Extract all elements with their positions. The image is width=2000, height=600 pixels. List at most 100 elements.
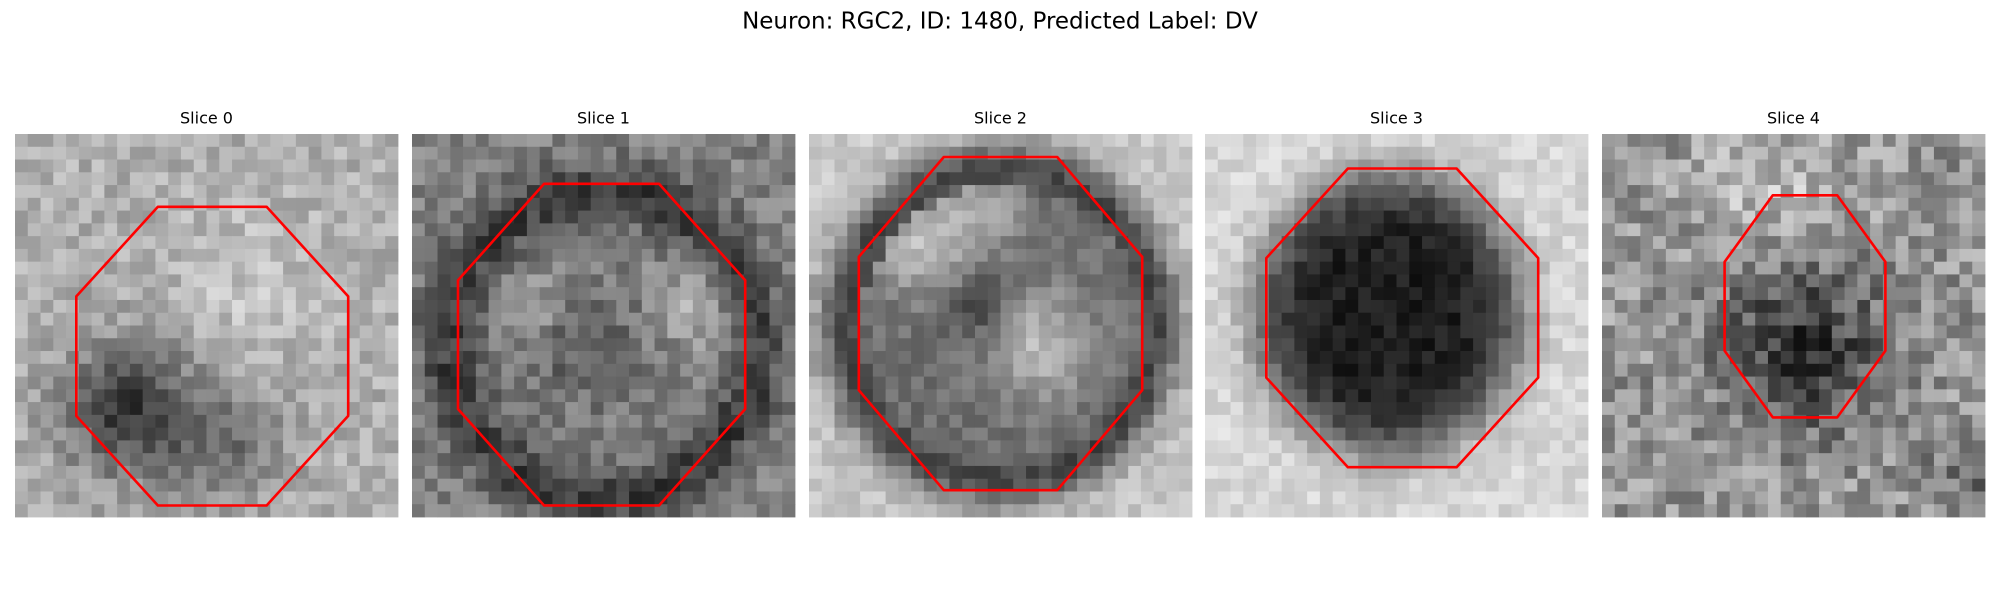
pixel (27, 465, 41, 480)
pixel (1281, 338, 1295, 352)
pixel (1972, 465, 1986, 480)
pixel (142, 261, 156, 275)
pixel (219, 134, 233, 148)
pixel (1575, 287, 1589, 301)
pixel (1933, 440, 1948, 454)
pixel (450, 453, 464, 467)
pixel (1102, 134, 1116, 148)
pixel (412, 478, 426, 492)
pixel (308, 453, 322, 467)
pixel (705, 465, 719, 480)
pixel (412, 274, 426, 288)
pixel (821, 274, 835, 288)
pixel (1704, 325, 1718, 339)
pixel (1627, 376, 1641, 390)
pixel (1959, 363, 1973, 377)
pixel (1256, 478, 1270, 492)
pixel (334, 504, 348, 518)
pixel (911, 159, 925, 173)
pixel (1602, 453, 1616, 467)
pixel (219, 453, 233, 467)
pixel (117, 248, 131, 263)
pixel (526, 159, 541, 173)
pixel (654, 248, 668, 263)
pixel (923, 248, 938, 263)
pixel (1665, 504, 1679, 518)
pixel (412, 465, 426, 480)
pixel (654, 402, 668, 416)
pixel (1307, 299, 1321, 314)
pixel (526, 287, 541, 301)
pixel (412, 172, 426, 186)
pixel (1115, 504, 1129, 518)
pixel (898, 261, 912, 275)
pixel (923, 414, 938, 429)
pixel (232, 504, 246, 518)
pixel (1077, 134, 1091, 148)
pixel (1665, 376, 1679, 390)
pixel (949, 236, 963, 250)
pixel (1332, 414, 1346, 429)
pixel (308, 351, 322, 365)
pixel (1614, 363, 1628, 377)
pixel (1153, 363, 1167, 377)
pixel (949, 338, 963, 352)
pixel (641, 172, 655, 186)
pixel (180, 146, 195, 160)
pixel (782, 389, 796, 403)
pixel (1140, 351, 1155, 365)
pixel (1524, 414, 1538, 429)
pixel (565, 491, 579, 505)
pixel (206, 274, 220, 288)
pixel (898, 465, 912, 480)
pixel (1972, 134, 1986, 148)
pixel (1307, 223, 1321, 237)
pixel (1473, 134, 1487, 148)
pixel (1575, 376, 1589, 390)
pixel (66, 504, 80, 518)
pixel (488, 185, 502, 199)
contour (75, 205, 350, 507)
pixel (577, 351, 592, 365)
pixel (923, 363, 938, 377)
pixel (629, 465, 643, 480)
pixel (1562, 261, 1576, 275)
pixel (756, 504, 770, 518)
pixel (1422, 287, 1436, 301)
pixel (501, 261, 515, 275)
pixel (1064, 363, 1078, 377)
pixel (104, 159, 118, 173)
pixel (949, 274, 963, 288)
pixel (1205, 236, 1219, 250)
pixel (743, 402, 758, 416)
pixel (847, 236, 861, 250)
pixel (1205, 478, 1219, 492)
pixel (155, 465, 169, 480)
pixel (1895, 338, 1909, 352)
pixel (1549, 185, 1563, 199)
pixel (1806, 274, 1820, 288)
pixel (155, 287, 169, 301)
pixel (1140, 325, 1155, 339)
pixel (782, 440, 796, 454)
pixel (1704, 261, 1718, 275)
pixel (1908, 299, 1922, 314)
pixel (142, 414, 156, 429)
pixel (1691, 134, 1705, 148)
pixel (526, 210, 541, 224)
pixel (27, 427, 41, 441)
pixel (1383, 287, 1397, 301)
pixel (1511, 440, 1525, 454)
pixel (1447, 210, 1461, 224)
pixel (346, 389, 361, 403)
pixel (1434, 504, 1448, 518)
pixel (104, 261, 118, 275)
pixel (1602, 478, 1616, 492)
pixel (1473, 274, 1487, 288)
pixel (1780, 287, 1794, 301)
pixel (1307, 146, 1321, 160)
pixel (526, 299, 541, 314)
pixel (692, 261, 707, 275)
pixel (692, 414, 707, 429)
pixel (129, 146, 144, 160)
